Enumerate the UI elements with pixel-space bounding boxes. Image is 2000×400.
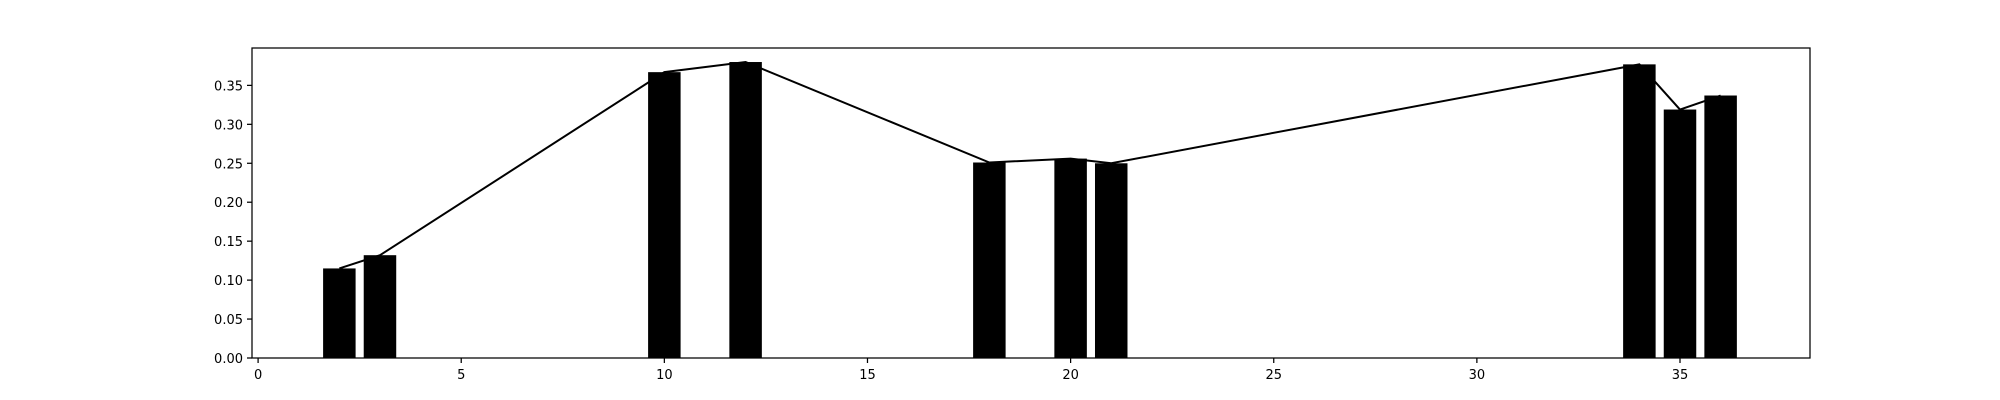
bar — [1094, 163, 1128, 358]
line-layer — [339, 60, 1721, 270]
y-tick-label: 0.05 — [214, 313, 243, 328]
bar — [973, 162, 1006, 358]
plot-frame — [251, 47, 1811, 359]
bar — [1704, 95, 1737, 358]
bar — [648, 72, 681, 359]
x-tick-label: 0 — [254, 368, 262, 383]
y-tick-label: 0.30 — [214, 118, 243, 133]
y-tick-label: 0.25 — [214, 157, 243, 172]
bar — [1054, 158, 1087, 358]
x-tick-label: 5 — [457, 368, 465, 383]
x-tick-label: 35 — [1672, 368, 1689, 383]
y-tick-label: 0.10 — [214, 274, 243, 289]
bars-group — [323, 62, 1737, 359]
x-tick-label: 30 — [1469, 368, 1486, 383]
x-tick-label: 15 — [859, 368, 876, 383]
y-tick-label: 0.35 — [214, 79, 243, 94]
bar — [1663, 109, 1697, 358]
bar — [729, 62, 762, 359]
series-line — [339, 60, 1721, 270]
y-tick-label: 0.00 — [214, 352, 243, 367]
axes-group: 0 5 10 15 20 25 30 35 0.00 0.05 0.10 0.15 0.20 0.25 0.… — [214, 47, 1811, 383]
x-tick-label: 25 — [1265, 368, 1282, 383]
x-tick-label: 10 — [656, 368, 673, 383]
y-tick-label: 0.15 — [214, 235, 243, 250]
bar — [1623, 64, 1656, 359]
y-tick-label: 0.20 — [214, 196, 243, 211]
x-tick-label: 20 — [1062, 368, 1079, 383]
bar — [363, 255, 397, 358]
bar — [323, 268, 356, 358]
